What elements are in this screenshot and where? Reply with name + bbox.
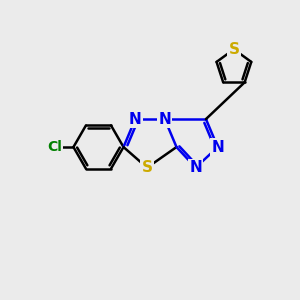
Text: N: N (158, 112, 171, 127)
Text: N: N (211, 140, 224, 154)
Text: N: N (129, 112, 142, 127)
Text: S: S (142, 160, 153, 175)
Text: S: S (228, 42, 239, 57)
Text: N: N (189, 160, 202, 175)
Text: Cl: Cl (47, 140, 62, 154)
